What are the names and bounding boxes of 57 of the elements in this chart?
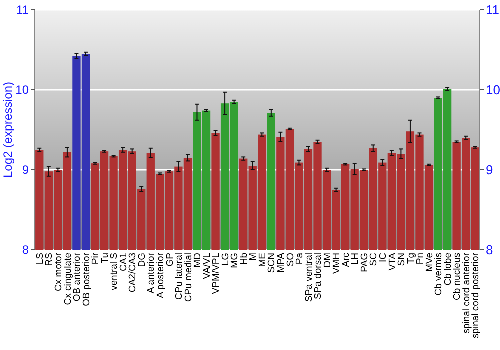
x-tick-label: VA/VL [202,253,213,280]
x-tick-label: SC [368,252,380,266]
x-tick-label: Arc [340,252,352,268]
x-tick-label: Pn [415,253,426,265]
x-tick-label: CA2/CA3 [128,253,139,293]
x-tick-label: Cx motor [54,253,64,292]
y2-tick-label: 9 [486,162,494,178]
x-tick-label: PAG [359,253,370,272]
y-axis-title: Log2 (expression) [1,82,16,178]
x-tick-label: Cx cingulate [62,253,74,306]
x-tick-label: Tg [406,253,417,264]
x-tick-label: M [248,252,260,261]
x-tick-label: VMH [332,252,343,274]
x-tick-label: CA1 [118,253,130,272]
x-tick-label: OB anterior [72,253,84,302]
x-tick-label: SO [285,253,296,267]
x-tick-label: MVe [424,253,436,272]
x-tick-label: Pa [294,252,306,265]
x-tick-label: MG [230,253,241,268]
y2-tick-label: 11 [486,2,500,18]
x-tick-label: MPA [276,252,287,273]
x-tick-label: spinal cord posterior [470,253,482,339]
x-tick-label: VTA [387,252,398,271]
x-tick-label: CPu lateral [174,253,186,300]
x-tick-label: VPM/VPL [211,253,222,294]
x-tick-label: OB posterior [81,253,92,306]
x-tick-label: Cb lobe [442,253,454,286]
x-tick-label: Cb vermis [434,252,445,296]
x-tick-label: A anterior [146,253,158,294]
x-tick-label: spinal cord anterior [461,253,472,334]
x-tick-label: GP [164,253,176,267]
x-tick-label: LS [34,253,46,265]
y-tick-label: 8 [22,243,30,258]
y-tick-label: 10 [16,83,30,98]
x-tick-label: ME [257,253,268,268]
x-tick-label: A posterior [155,253,166,298]
x-tick-label: SPa dorsal [313,253,324,300]
x-tick-label: SPa ventral [304,253,315,302]
x-tick-label: Pir [90,253,102,265]
x-tick-label: CPu medial [183,253,194,302]
x-tick-label: Tu [100,253,111,264]
x-tick-label: Hb [238,253,250,266]
x-tick-label: DM [322,252,334,268]
y2-tick-label: 8 [486,242,494,258]
x-tick-label: IC [378,252,389,262]
x-tick-label: RS [44,253,56,266]
x-tick-label: Cb nucleus [452,252,464,301]
x-tick-label: ventral S [109,253,120,290]
x-tick-label: LG [220,253,232,266]
y-tick-label: 9 [22,163,30,178]
x-tick-label: LH [350,252,362,266]
x-tick-label: DG [136,253,148,268]
x-tick-label: SCN [266,252,278,274]
x-tick-label: SN [396,252,408,266]
x-tick-label: MD [192,252,204,268]
y2-tick-label: 10 [486,82,500,98]
y-tick-label: 11 [16,3,30,18]
